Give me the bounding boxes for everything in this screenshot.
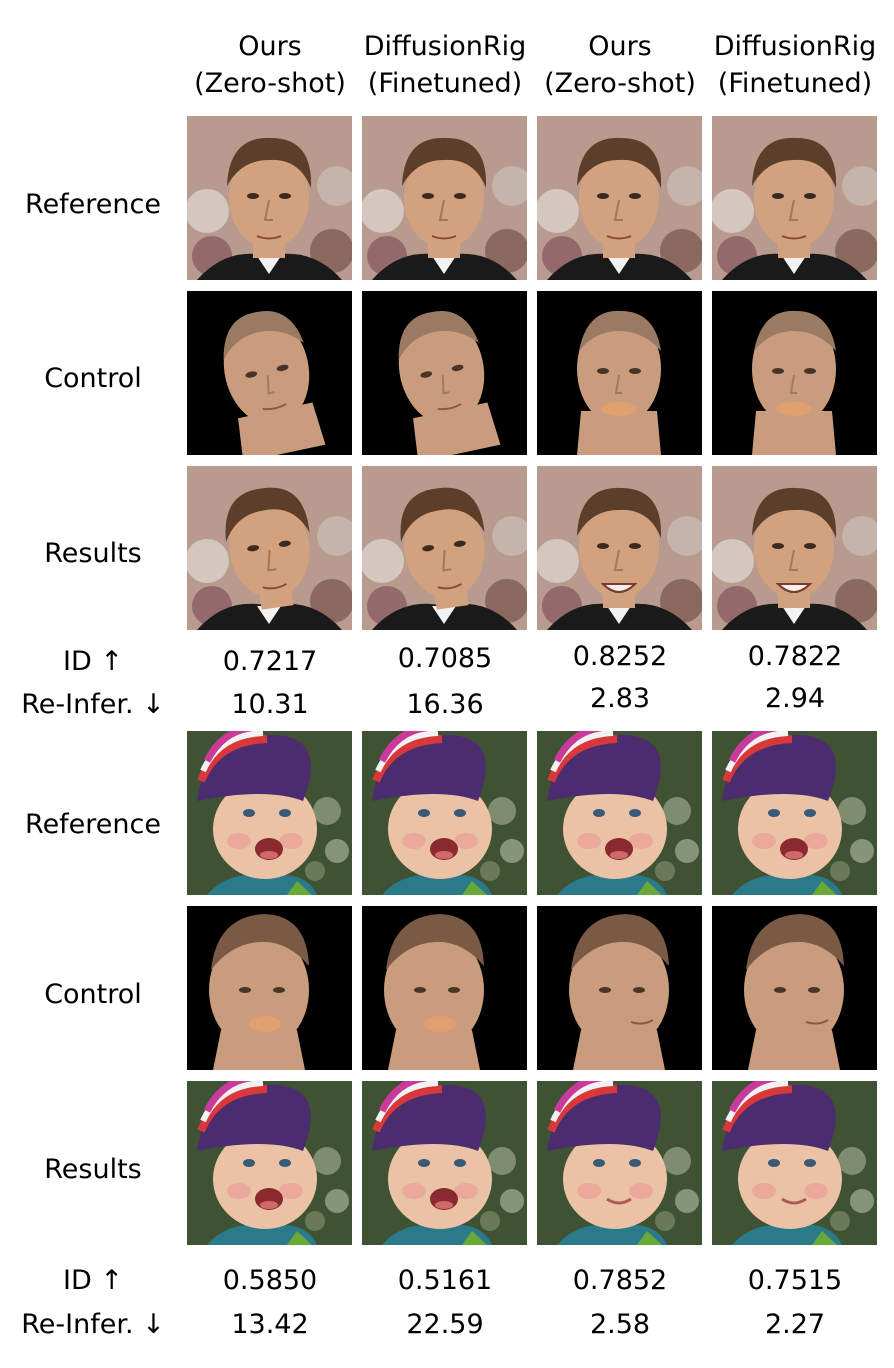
reference-photo xyxy=(187,731,352,895)
column-header-1: Ours (Zero-shot) xyxy=(182,28,358,102)
row-label-control: Control xyxy=(44,979,142,1010)
reinfer-score: 2.94 xyxy=(764,683,826,714)
reference-photo xyxy=(712,731,877,895)
row-label-reference: Reference xyxy=(25,809,161,840)
column-header-2: DiffusionRig (Finetuned) xyxy=(357,28,533,102)
reference-photo xyxy=(362,731,527,895)
reinfer-score: 13.42 xyxy=(231,1309,309,1340)
reference-photo xyxy=(712,116,877,280)
reinfer-score: 16.36 xyxy=(406,689,484,720)
column-header-subtitle: (Zero-shot) xyxy=(544,68,696,99)
id-score: 0.5850 xyxy=(222,1265,318,1296)
column-header-title: Ours xyxy=(238,31,302,62)
result-photo xyxy=(712,466,877,630)
reinfer-score: 10.31 xyxy=(231,689,309,720)
reference-photo xyxy=(537,116,702,280)
column-header-4: DiffusionRig (Finetuned) xyxy=(707,28,883,102)
column-header-subtitle: (Zero-shot) xyxy=(194,68,346,99)
reinfer-score: 2.27 xyxy=(764,1309,826,1340)
result-photo xyxy=(537,466,702,630)
metric-label-id: ID ↑ xyxy=(63,646,123,677)
row-label-results: Results xyxy=(44,538,142,569)
control-render xyxy=(712,906,877,1070)
result-photo xyxy=(537,1081,702,1245)
reference-photo xyxy=(537,731,702,895)
control-render xyxy=(187,906,352,1070)
metric-label-reinfer: Re-Infer. ↓ xyxy=(21,689,165,720)
row-label-reference: Reference xyxy=(25,189,161,220)
id-score: 0.7085 xyxy=(397,643,493,674)
metric-label-reinfer: Re-Infer. ↓ xyxy=(21,1309,165,1340)
control-render xyxy=(187,291,352,455)
control-render xyxy=(362,906,527,1070)
column-header-subtitle: (Finetuned) xyxy=(367,68,523,99)
control-render xyxy=(537,291,702,455)
result-photo xyxy=(187,1081,352,1245)
column-header-3: Ours (Zero-shot) xyxy=(532,28,708,102)
id-score: 0.7515 xyxy=(747,1265,843,1296)
reference-photo xyxy=(362,116,527,280)
id-score: 0.7217 xyxy=(222,646,318,677)
result-photo xyxy=(712,1081,877,1245)
reinfer-score: 2.83 xyxy=(589,683,651,714)
result-photo xyxy=(362,1081,527,1245)
control-render xyxy=(537,906,702,1070)
result-photo xyxy=(362,466,527,630)
result-photo xyxy=(187,466,352,630)
id-score: 0.5161 xyxy=(397,1265,493,1296)
row-label-results: Results xyxy=(44,1154,142,1185)
metric-label-id: ID ↑ xyxy=(63,1265,123,1296)
id-score: 0.7852 xyxy=(572,1265,668,1296)
column-header-title: DiffusionRig xyxy=(363,31,527,62)
row-label-control: Control xyxy=(44,363,142,394)
column-header-title: DiffusionRig xyxy=(713,31,877,62)
control-render xyxy=(362,291,527,455)
reinfer-score: 22.59 xyxy=(406,1309,484,1340)
id-score: 0.7822 xyxy=(747,641,843,672)
id-score: 0.8252 xyxy=(572,641,668,672)
column-header-title: Ours xyxy=(588,31,652,62)
reference-photo xyxy=(187,116,352,280)
control-render xyxy=(712,291,877,455)
reinfer-score: 2.58 xyxy=(589,1309,651,1340)
column-header-subtitle: (Finetuned) xyxy=(717,68,873,99)
